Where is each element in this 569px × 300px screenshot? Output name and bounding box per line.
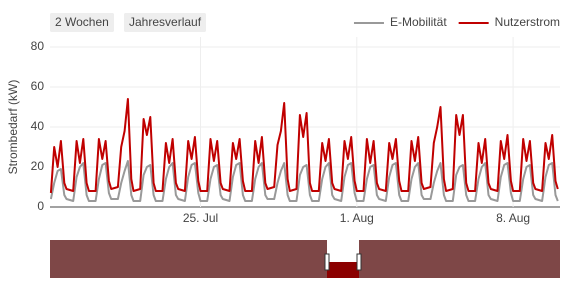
y-tick-label: 0: [37, 199, 44, 213]
range-window: [327, 240, 359, 262]
range-mask: [359, 240, 560, 278]
legend-label: Nutzerstrom: [495, 15, 560, 29]
y-axis-label: Strombedarf (kW): [6, 80, 20, 175]
range-mask: [50, 240, 327, 278]
y-tick-label: 60: [31, 79, 45, 93]
plot-area: [49, 37, 560, 208]
range-button[interactable]: Jahresverlauf: [124, 13, 207, 32]
series-line: [49, 98, 559, 194]
range-handle[interactable]: [324, 253, 330, 271]
series-line: [49, 160, 559, 202]
y-tick-label: 80: [31, 39, 45, 53]
x-tick-label: 25. Jul: [183, 211, 218, 225]
range-button[interactable]: 2 Wochen: [50, 13, 114, 32]
range-handle[interactable]: [356, 253, 362, 271]
x-tick-label: 1. Aug: [340, 211, 374, 225]
y-tick-label: 40: [31, 119, 45, 133]
x-tick-label: 8. Aug: [496, 211, 530, 225]
legend-label: E-Mobilität: [390, 15, 447, 29]
range-slider[interactable]: [50, 240, 560, 278]
y-tick-label: 20: [31, 159, 45, 173]
